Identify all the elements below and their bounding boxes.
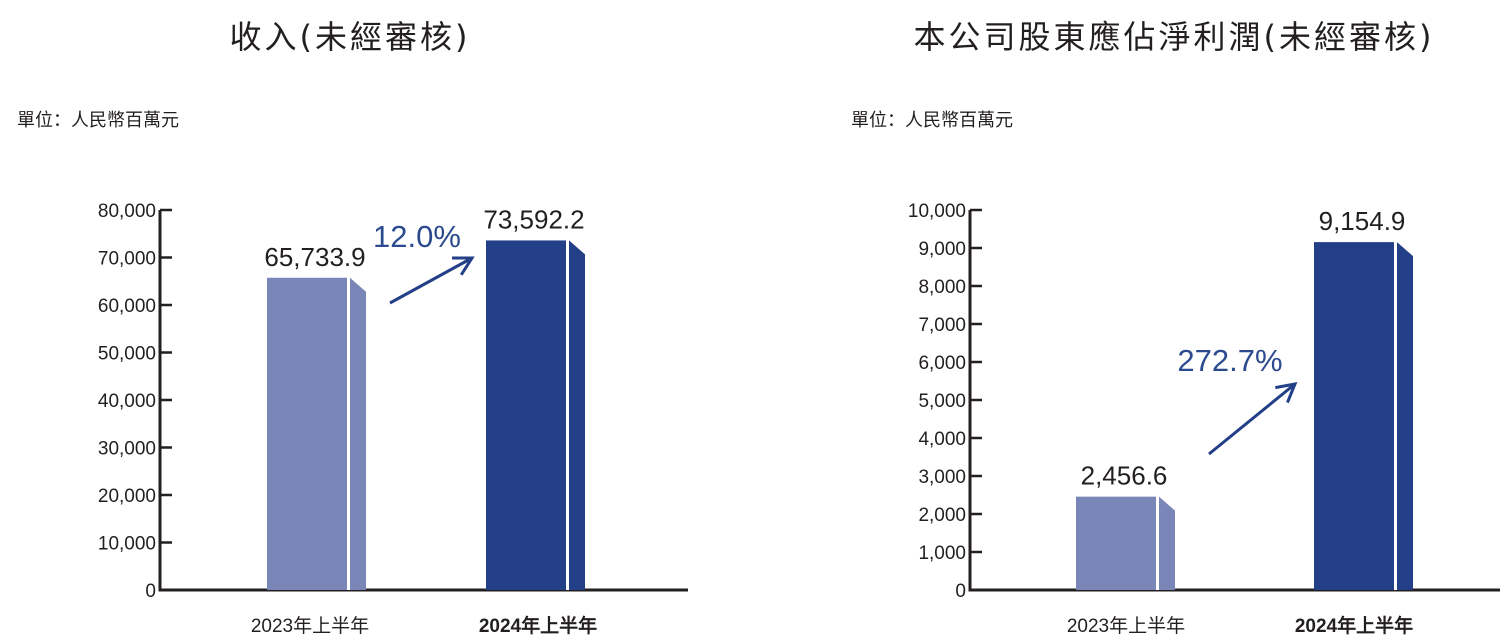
y-tick-label: 50,000: [98, 344, 156, 365]
growth-label: 272.7%: [1177, 343, 1282, 378]
bar: [1076, 496, 1156, 590]
bar-side-face: [1159, 496, 1175, 590]
bar-value-label: 9,154.9: [1319, 206, 1406, 236]
y-tick-label: 9,000: [918, 239, 966, 260]
y-tick-label: 0: [955, 581, 966, 602]
growth-label: 12.0%: [373, 219, 461, 254]
y-tick-label: 7,000: [918, 315, 966, 336]
y-tick-label: 1,000: [918, 543, 966, 564]
bar-separator: [1156, 496, 1159, 590]
net-profit-bar-chart: 0 1,000 2,000 3,000 4,000 5,000 6,000 7,000 8,00…: [908, 201, 1500, 637]
y-tick-label: 0: [145, 581, 156, 602]
bar: [1314, 242, 1394, 590]
y-tick-label: 10,000: [98, 534, 156, 555]
growth-arrow-head: [1275, 382, 1298, 404]
y-tick-label: 20,000: [98, 486, 156, 507]
bar-value-label: 73,592.2: [483, 204, 584, 234]
y-tick-label: 4,000: [918, 429, 966, 450]
revenue-chart-panel: 收入(未經審核) 單位：人民幣百萬元 0 10,000 20,000 30,000 40…: [17, 18, 688, 637]
category-label: 2023年上半年: [251, 615, 369, 637]
y-tick-label: 30,000: [98, 439, 156, 460]
bar: [486, 240, 566, 590]
bar-side-face: [1397, 242, 1413, 590]
unit-label: 單位：人民幣百萬元: [851, 110, 1013, 131]
bar-separator: [1394, 242, 1397, 590]
y-tick-label: 3,000: [918, 467, 966, 488]
y-tick-label: 80,000: [98, 201, 156, 222]
y-tick-label: 6,000: [918, 353, 966, 374]
y-tick-label: 10,000: [908, 201, 966, 222]
bar-value-label: 2,456.6: [1081, 461, 1168, 491]
y-tick-label: 60,000: [98, 296, 156, 317]
bar-separator: [566, 240, 569, 590]
bar-separator: [347, 277, 350, 590]
category-label: 2024年上半年: [479, 614, 597, 637]
growth-arrow-line: [1208, 382, 1296, 456]
bar-side-face: [350, 277, 366, 590]
chart-title: 本公司股東應佔淨利潤(未經審核): [913, 18, 1435, 56]
y-tick-label: 40,000: [98, 391, 156, 412]
bar-value-label: 65,733.9: [264, 242, 365, 272]
y-tick-label: 5,000: [918, 391, 966, 412]
category-label: 2023年上半年: [1067, 615, 1185, 637]
growth-arrow-head: [451, 256, 475, 276]
category-label: 2024年上半年: [1295, 614, 1413, 637]
net-profit-chart-panel: 本公司股東應佔淨利潤(未經審核) 單位：人民幣百萬元 0 1,000 2,000 3,…: [754, 0, 1508, 644]
growth-arrow-line: [389, 256, 473, 305]
bar-side-face: [569, 240, 585, 590]
y-tick-label: 2,000: [918, 505, 966, 526]
bar: [267, 277, 347, 590]
y-tick-label: 70,000: [98, 249, 156, 270]
revenue-bar-chart: 0 10,000 20,000 30,000 40,000 50,000 60,000 70,…: [98, 201, 688, 637]
unit-label: 單位：人民幣百萬元: [17, 110, 179, 131]
chart-title: 收入(未經審核): [229, 18, 471, 56]
y-tick-label: 8,000: [918, 277, 966, 298]
